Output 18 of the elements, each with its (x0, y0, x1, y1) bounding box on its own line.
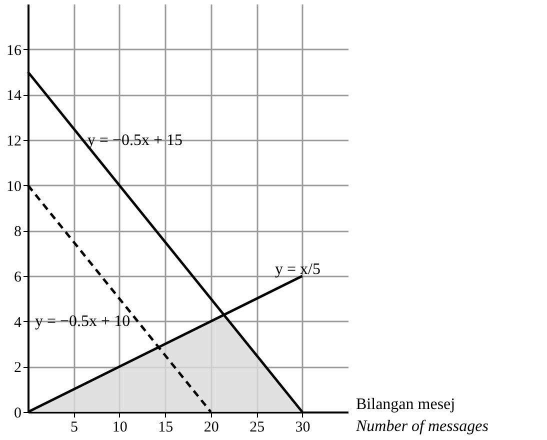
y-tick-label: 10 (6, 178, 22, 195)
x-axis-title: Bilangan mesej Number of messages (355, 396, 488, 435)
x-tick-label: 15 (158, 420, 174, 436)
y-tick-label: 14 (6, 88, 22, 104)
x-tick-label: 20 (204, 420, 219, 436)
y-tick-label: 2 (14, 360, 22, 376)
y-tick-label: 8 (14, 224, 22, 240)
y-tick-label: 16 (6, 42, 22, 59)
x-tick-label: 30 (295, 420, 310, 436)
y-tick-label: 4 (14, 314, 22, 331)
y-tick-label: 12 (6, 134, 22, 150)
annotation: y = −0.5x + 10 (35, 313, 130, 330)
x-tick-label: 5 (70, 420, 78, 436)
annotation: y = x/5 (275, 261, 320, 278)
y-tick-label: 0 (14, 406, 22, 422)
x-tick-label: 10 (112, 420, 128, 436)
y-tick-label: 6 (14, 270, 22, 286)
x-tick-label: 25 (250, 420, 265, 436)
